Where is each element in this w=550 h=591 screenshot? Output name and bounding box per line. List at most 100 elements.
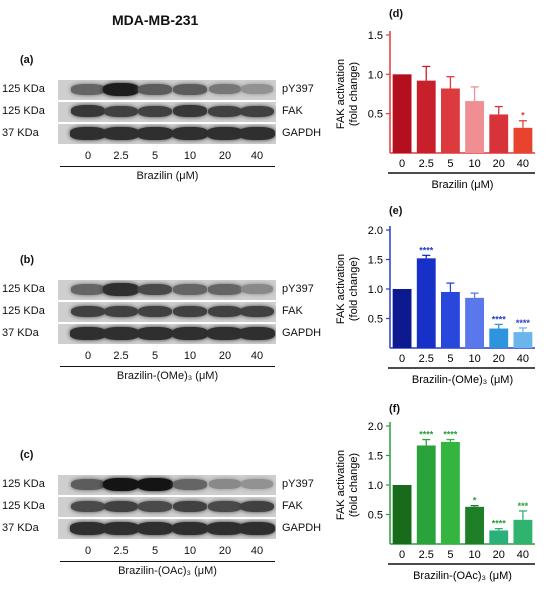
protein-band (137, 522, 173, 535)
y-tick-label: 1.0 (368, 480, 383, 492)
protein-band (137, 105, 173, 118)
protein-band (70, 305, 106, 318)
protein-band (207, 305, 243, 318)
lane-label: 5 (151, 350, 159, 362)
x-tick-label: 5 (447, 353, 453, 365)
protein-label-gapdh: GAPDH (282, 522, 322, 534)
protein-band (137, 327, 173, 340)
protein-band (207, 500, 243, 513)
protein-band (103, 327, 139, 340)
x-axis-label: Brazilin-(OAc)₃ (μM) (413, 570, 512, 582)
protein-band (103, 105, 139, 118)
protein-band (70, 127, 106, 140)
x-tick-label: 20 (493, 549, 505, 561)
lane-label: 10 (183, 350, 197, 362)
y-tick-label: 0.5 (368, 109, 383, 121)
blot-strip-py397 (58, 80, 276, 100)
y-tick-label: 2.0 (368, 225, 383, 237)
protein-band (103, 283, 139, 296)
x-tick-label: 40 (517, 353, 529, 365)
protein-band (239, 500, 275, 513)
x-tick-label: 20 (493, 353, 505, 365)
protein-band (137, 500, 173, 513)
protein-label-py397: pY397 (282, 283, 314, 295)
molecular-weight-label: 125 KDa (2, 283, 45, 295)
blot-panel-label: (b) (20, 254, 35, 266)
bar (416, 258, 436, 348)
protein-band (240, 284, 274, 295)
treatment-underline (60, 366, 275, 367)
molecular-weight-label: 125 KDa (2, 500, 45, 512)
x-axis-label: Brazilin-(OMe)₃ (μM) (412, 374, 513, 386)
molecular-weight-label: 125 KDa (2, 305, 45, 317)
lane-label: 40 (250, 150, 264, 162)
significance-marker: **** (419, 430, 434, 440)
lane-label: 10 (183, 545, 197, 557)
protein-band (172, 522, 208, 535)
x-tick-label: 40 (517, 158, 529, 170)
lane-label: 0 (84, 545, 92, 557)
protein-band (239, 127, 275, 140)
blot-strip-gapdh (58, 324, 276, 344)
fak-activation-chart-brazilin: FAK activation (fold change) 0.5 1.0 1.5 0 2.5… (335, 30, 535, 191)
y-axis-unit-label: (fold change) (348, 62, 360, 126)
significance-marker: * (521, 111, 525, 121)
chart-panel-label-d: (d) (389, 8, 404, 20)
significance-marker: **** (516, 318, 531, 328)
protein-band (103, 127, 139, 140)
y-axis-label: FAK activation (335, 254, 347, 324)
x-tick-label: 0 (399, 549, 405, 561)
protein-band (71, 83, 105, 95)
fak-activation-chart-ome: FAK activation (fold change) 0.5 1.0 1.5 2.0 0… (335, 225, 535, 386)
treatment-underline (60, 166, 275, 167)
lane-label: 20 (218, 350, 232, 362)
protein-band (239, 105, 275, 118)
lane-label: 5 (151, 150, 159, 162)
blot-strip-py397 (58, 475, 276, 495)
protein-band (172, 500, 208, 513)
y-tick-label: 1.5 (368, 255, 383, 267)
blot-strip-gapdh (58, 124, 276, 144)
bar (465, 101, 485, 153)
significance-marker: **** (443, 430, 458, 440)
y-tick-label: 0.5 (368, 510, 383, 522)
bar (489, 328, 509, 348)
y-tick-label: 1.0 (368, 69, 383, 81)
bar (392, 289, 412, 348)
bar (465, 506, 485, 544)
lane-label: 2.5 (113, 350, 129, 362)
x-tick-label: 10 (468, 158, 480, 170)
significance-marker: *** (518, 501, 529, 511)
protein-band (207, 105, 243, 118)
protein-band (208, 283, 242, 295)
y-tick-label: 2.0 (368, 421, 383, 433)
bar (392, 485, 412, 544)
molecular-weight-label: 125 KDa (2, 83, 45, 95)
blot-strip-fak (58, 497, 276, 517)
significance-marker: **** (492, 314, 507, 324)
bar (513, 127, 533, 153)
protein-band (137, 305, 173, 318)
molecular-weight-label: 125 KDa (2, 478, 45, 490)
protein-band (138, 83, 172, 95)
y-axis-unit-label: (fold change) (348, 257, 360, 321)
lane-label: 2.5 (113, 150, 129, 162)
molecular-weight-label: 37 KDa (2, 522, 39, 534)
protein-band (208, 479, 242, 490)
lane-label: 5 (151, 545, 159, 557)
x-tick-label: 0 (399, 353, 405, 365)
x-tick-label: 5 (447, 549, 453, 561)
x-tick-label: 20 (493, 158, 505, 170)
y-axis-label: FAK activation (335, 59, 347, 129)
protein-label-py397: pY397 (282, 478, 314, 490)
protein-band (71, 478, 105, 490)
treatment-label: Brazilin (μM) (136, 170, 199, 182)
protein-band (239, 327, 275, 340)
blot-strip-fak (58, 302, 276, 322)
protein-band (71, 283, 105, 295)
lane-label: 0 (84, 150, 92, 162)
protein-band (137, 127, 173, 140)
protein-band (70, 522, 106, 535)
protein-band (103, 522, 139, 535)
bar (489, 114, 509, 153)
